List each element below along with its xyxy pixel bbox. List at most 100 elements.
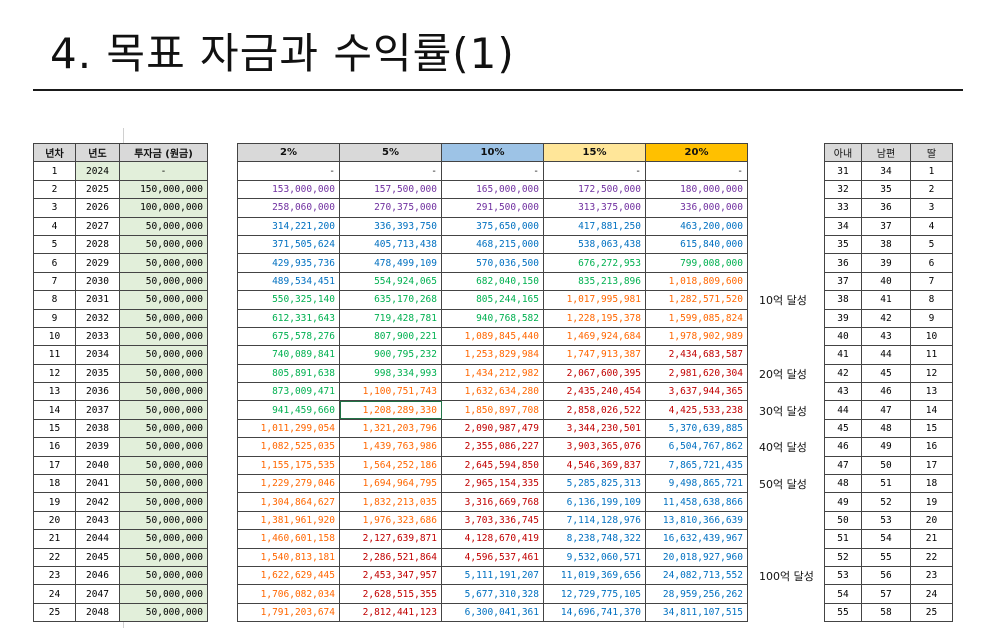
wife-age-cell[interactable]: 51 bbox=[824, 529, 862, 549]
wife-age-cell[interactable]: 45 bbox=[824, 418, 862, 439]
husband-age-cell[interactable]: 48 bbox=[861, 418, 911, 439]
return-cell[interactable]: 1,439,763,986 bbox=[339, 437, 442, 457]
husband-age-cell[interactable]: 34 bbox=[861, 161, 911, 181]
daughter-age-cell[interactable]: 18 bbox=[910, 474, 953, 494]
year-cell[interactable]: 2043 bbox=[75, 510, 120, 531]
return-cell[interactable]: 375,650,000 bbox=[441, 216, 544, 236]
return-cell[interactable]: 6,136,199,109 bbox=[543, 492, 646, 512]
return-cell[interactable]: 9,498,865,721 bbox=[645, 474, 748, 494]
daughter-age-cell[interactable]: 16 bbox=[910, 437, 953, 457]
husband-age-cell[interactable]: 49 bbox=[861, 437, 911, 457]
return-cell[interactable]: 1,229,279,046 bbox=[237, 474, 340, 494]
return-cell[interactable]: 1,381,961,920 bbox=[237, 510, 340, 531]
return-cell[interactable]: 489,534,451 bbox=[237, 271, 340, 292]
return-cell[interactable]: 1,228,195,378 bbox=[543, 308, 646, 328]
return-cell[interactable]: 1,978,902,989 bbox=[645, 326, 748, 347]
return-cell[interactable]: 2,965,154,335 bbox=[441, 474, 544, 494]
return-cell[interactable]: 153,000,000 bbox=[237, 179, 340, 200]
year-cell[interactable]: 2044 bbox=[75, 529, 120, 549]
period-cell[interactable]: 18 bbox=[33, 474, 76, 494]
year-cell[interactable]: 2028 bbox=[75, 234, 120, 255]
principal-cell[interactable]: 50,000,000 bbox=[119, 363, 208, 384]
return-cell[interactable]: 1,747,913,387 bbox=[543, 345, 646, 365]
wife-age-cell[interactable]: 40 bbox=[824, 326, 862, 347]
principal-cell[interactable]: 50,000,000 bbox=[119, 308, 208, 328]
year-cell[interactable]: 2041 bbox=[75, 474, 120, 494]
period-cell[interactable]: 14 bbox=[33, 400, 76, 420]
return-cell[interactable]: 805,244,165 bbox=[441, 290, 544, 310]
return-cell[interactable]: 2,127,639,871 bbox=[339, 529, 442, 549]
period-cell[interactable]: 12 bbox=[33, 363, 76, 384]
husband-age-cell[interactable]: 45 bbox=[861, 363, 911, 384]
return-cell[interactable]: 998,334,993 bbox=[339, 363, 442, 384]
year-cell[interactable]: 2042 bbox=[75, 492, 120, 512]
return-cell[interactable]: 1,540,813,181 bbox=[237, 547, 340, 567]
period-cell[interactable]: 11 bbox=[33, 345, 76, 365]
period-cell[interactable]: 19 bbox=[33, 492, 76, 512]
return-cell[interactable]: 180,000,000 bbox=[645, 179, 748, 200]
return-cell[interactable]: 417,881,250 bbox=[543, 216, 646, 236]
period-cell[interactable]: 17 bbox=[33, 455, 76, 476]
return-cell[interactable]: 570,036,500 bbox=[441, 253, 544, 273]
return-cell[interactable]: 1,791,203,674 bbox=[237, 602, 340, 623]
return-cell[interactable]: 478,499,109 bbox=[339, 253, 442, 273]
return-cell[interactable]: 463,200,000 bbox=[645, 216, 748, 236]
return-cell[interactable]: 11,458,638,866 bbox=[645, 492, 748, 512]
husband-age-cell[interactable]: 37 bbox=[861, 216, 911, 236]
return-cell[interactable]: 1,082,525,035 bbox=[237, 437, 340, 457]
wife-age-cell[interactable]: 44 bbox=[824, 400, 862, 420]
wife-age-cell[interactable]: 37 bbox=[824, 271, 862, 292]
return-cell[interactable]: 3,316,669,768 bbox=[441, 492, 544, 512]
daughter-age-cell[interactable]: 11 bbox=[910, 345, 953, 365]
return-cell[interactable]: 157,500,000 bbox=[339, 179, 442, 200]
return-cell[interactable]: 4,596,537,461 bbox=[441, 547, 544, 567]
year-cell[interactable]: 2038 bbox=[75, 418, 120, 439]
return-cell[interactable]: - bbox=[645, 161, 748, 181]
return-cell[interactable]: 9,532,060,571 bbox=[543, 547, 646, 567]
period-cell[interactable]: 24 bbox=[33, 584, 76, 604]
husband-age-cell[interactable]: 35 bbox=[861, 179, 911, 200]
wife-age-cell[interactable]: 34 bbox=[824, 216, 862, 236]
husband-age-cell[interactable]: 58 bbox=[861, 602, 911, 623]
period-cell[interactable]: 1 bbox=[33, 161, 76, 181]
period-cell[interactable]: 7 bbox=[33, 271, 76, 292]
wife-age-cell[interactable]: 32 bbox=[824, 179, 862, 200]
year-cell[interactable]: 2026 bbox=[75, 198, 120, 218]
return-cell[interactable]: 24,082,713,552 bbox=[645, 565, 748, 586]
return-cell[interactable]: 805,891,638 bbox=[237, 363, 340, 384]
return-cell[interactable]: 1,155,175,535 bbox=[237, 455, 340, 476]
period-cell[interactable]: 23 bbox=[33, 565, 76, 586]
return-cell[interactable]: 941,459,660 bbox=[237, 400, 340, 420]
wife-age-cell[interactable]: 42 bbox=[824, 363, 862, 384]
return-cell[interactable]: 5,285,825,313 bbox=[543, 474, 646, 494]
return-cell[interactable]: 16,632,439,967 bbox=[645, 529, 748, 549]
return-cell[interactable]: 28,959,256,262 bbox=[645, 584, 748, 604]
principal-cell[interactable]: - bbox=[119, 161, 208, 181]
return-cell[interactable]: 2,067,600,395 bbox=[543, 363, 646, 384]
daughter-age-cell[interactable]: 21 bbox=[910, 529, 953, 549]
year-cell[interactable]: 2036 bbox=[75, 382, 120, 402]
return-cell[interactable]: 1,018,809,600 bbox=[645, 271, 748, 292]
daughter-age-cell[interactable]: 6 bbox=[910, 253, 953, 273]
return-cell[interactable]: 258,060,000 bbox=[237, 198, 340, 218]
principal-cell[interactable]: 50,000,000 bbox=[119, 510, 208, 531]
return-cell[interactable]: 336,000,000 bbox=[645, 198, 748, 218]
return-cell[interactable]: 313,375,000 bbox=[543, 198, 646, 218]
principal-cell[interactable]: 50,000,000 bbox=[119, 271, 208, 292]
year-cell[interactable]: 2029 bbox=[75, 253, 120, 273]
period-cell[interactable]: 25 bbox=[33, 602, 76, 623]
return-cell[interactable]: 270,375,000 bbox=[339, 198, 442, 218]
return-cell[interactable]: 1,100,751,743 bbox=[339, 382, 442, 402]
husband-age-cell[interactable]: 42 bbox=[861, 308, 911, 328]
return-cell[interactable]: 1,011,299,054 bbox=[237, 418, 340, 439]
period-cell[interactable]: 16 bbox=[33, 437, 76, 457]
wife-age-cell[interactable]: 49 bbox=[824, 492, 862, 512]
return-cell[interactable]: 1,253,829,984 bbox=[441, 345, 544, 365]
wife-age-cell[interactable]: 33 bbox=[824, 198, 862, 218]
husband-age-cell[interactable]: 57 bbox=[861, 584, 911, 604]
return-cell[interactable]: 538,063,438 bbox=[543, 234, 646, 255]
return-cell[interactable]: 12,729,775,105 bbox=[543, 584, 646, 604]
return-cell[interactable]: 676,272,953 bbox=[543, 253, 646, 273]
return-cell[interactable]: 550,325,140 bbox=[237, 290, 340, 310]
return-cell[interactable]: 1,564,252,186 bbox=[339, 455, 442, 476]
